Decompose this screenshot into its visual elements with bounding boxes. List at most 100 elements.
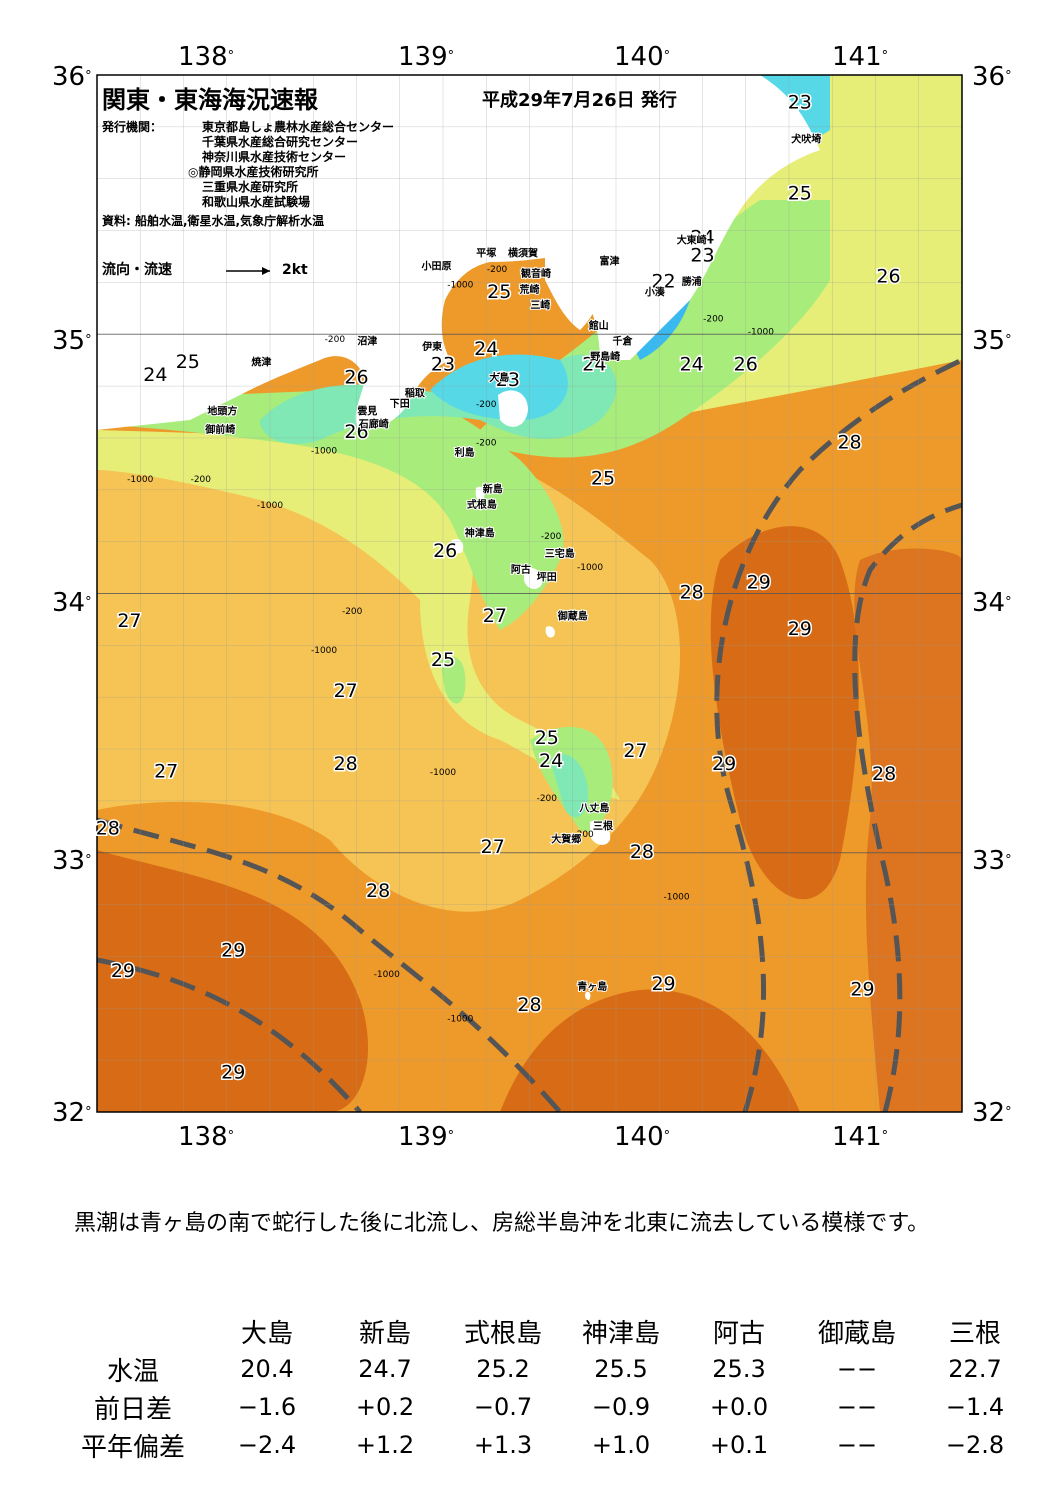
depth-label: -200 <box>342 607 363 617</box>
lat-label-left-35: 35° <box>52 326 92 356</box>
place-label: 横須賀 <box>508 246 538 259</box>
lat-label-right-35: 35° <box>972 326 1012 356</box>
place-label: 利島 <box>455 446 475 459</box>
row-label: 前日差 <box>93 1394 172 1425</box>
isotherm-label: 24 <box>582 354 606 376</box>
land-miyakejima <box>524 567 543 589</box>
land-honshu <box>97 75 820 430</box>
sst-map: 23 25 24 23 22 26 25 24 23 23 24 24 26 25 24 26 26 28 25 26… <box>52 42 1012 1152</box>
place-label: 小湊 <box>644 285 666 298</box>
isotherm-label: 26 <box>876 265 900 287</box>
isotherm-label: 24 <box>143 364 167 386</box>
table-cell: +0.1 <box>709 1431 769 1459</box>
land-hachijojima <box>590 820 611 845</box>
place-label: 地頭方 <box>207 405 237 418</box>
place-label: 御前崎 <box>204 423 235 436</box>
depth-label: -200 <box>541 532 562 542</box>
issuer-4: 三重県水産研究所 <box>202 180 299 194</box>
isotherm-label: 25 <box>591 468 615 490</box>
depth-label: -200 <box>703 314 724 324</box>
kuroshio-axis-offshore <box>852 502 962 1112</box>
table-cell: +1.0 <box>591 1431 651 1459</box>
station-kozushima: 神津島 <box>581 1318 660 1349</box>
place-label: 富津 <box>600 254 620 267</box>
place-label: 勝浦 <box>682 275 702 288</box>
isotherm-label: 27 <box>117 610 141 632</box>
isotherm-label: 29 <box>747 571 771 593</box>
place-label: 青ヶ島 <box>577 980 607 993</box>
isotherm-label: 23 <box>496 369 520 391</box>
table-cell: 25.3 <box>712 1355 766 1383</box>
isotherm-label: 29 <box>850 978 874 1000</box>
lat-label-right-33: 33° <box>972 846 1012 876</box>
warm-zone-ne <box>854 548 962 1112</box>
place-label: 焼津 <box>251 355 271 368</box>
table-cell: +0.0 <box>709 1393 769 1421</box>
data-sources: 資料: 船舶水温,衛星水温,気象庁解析水温 <box>102 214 325 228</box>
lat-label-right-36: 36° <box>972 62 1012 92</box>
depth-label: -1000 <box>127 475 153 485</box>
isotherm-label: 25 <box>176 351 200 373</box>
isotherm-label: 25 <box>788 182 812 204</box>
place-label: 小田原 <box>421 259 452 272</box>
isotherm-label: 27 <box>154 761 178 783</box>
isotherm-label: 26 <box>344 367 368 389</box>
depth-label: -200 <box>476 439 497 449</box>
place-label: 観音崎 <box>521 267 551 280</box>
lon-label-top-138: 138° <box>178 42 235 72</box>
isotherm-label: 29 <box>221 1061 245 1083</box>
depth-label: -200 <box>191 475 212 485</box>
place-label: 阿古 <box>511 563 531 576</box>
issuer-1: 千葉県水産総合研究センター <box>202 135 359 149</box>
table-cell: −− <box>836 1355 878 1383</box>
issue-date: 平成29年7月26日 発行 <box>482 90 677 111</box>
situation-comment: 黒潮は青ヶ島の南で蛇行した後に北流し、房総半島沖を北東に流去している模様です。 <box>74 1211 930 1236</box>
table-cell: +1.2 <box>355 1431 415 1459</box>
isotherm-label: 24 <box>680 354 704 376</box>
depth-label: -1000 <box>257 501 283 511</box>
isotherm-label: 25 <box>431 649 455 671</box>
land-aogashima <box>585 991 591 1000</box>
warm-zone-s <box>500 989 800 1112</box>
arrow-head-icon <box>262 267 270 275</box>
place-label: 荒崎 <box>519 283 540 296</box>
isotherm-label: 29 <box>221 939 245 961</box>
table-header-row: 大島 新島 式根島 神津島 阿古 御蔵島 三根 <box>58 1312 1034 1350</box>
isotherm-label: 27 <box>623 740 647 762</box>
table-row: 前日差 −1.6 +0.2 −0.7 −0.9 +0.0 −− −1.4 <box>58 1388 1034 1426</box>
lon-label-bottom-140: 140° <box>614 1122 671 1152</box>
table-cell: −2.4 <box>237 1431 297 1459</box>
isotherm-label: 28 <box>680 582 704 604</box>
table-row: 平年偏差 −2.4 +1.2 +1.3 +1.0 +0.1 −− −2.8 <box>58 1426 1034 1464</box>
isotherm-label: 29 <box>712 753 736 775</box>
warm-zone-sw <box>97 850 369 1112</box>
isotherm-label: 27 <box>483 605 507 627</box>
place-label: 大島 <box>489 371 509 384</box>
depth-label: -1000 <box>748 327 774 337</box>
warm-zone-e <box>710 526 859 900</box>
depth-label: -200 <box>325 335 346 345</box>
table-cell: +1.3 <box>473 1431 533 1459</box>
table-cell: −− <box>836 1393 878 1421</box>
isotherm-label: 28 <box>517 994 541 1016</box>
table-row: 水温 20.4 24.7 25.2 25.5 25.3 −− 22.7 <box>58 1350 1034 1388</box>
lon-label-top-141: 141° <box>832 42 889 72</box>
issuers-label: 発行機関： <box>102 120 163 134</box>
depth-label: -1000 <box>577 563 603 573</box>
isotherm-label: 24 <box>690 227 714 249</box>
isotherm-label: 26 <box>344 421 368 443</box>
station-ako: 阿古 <box>712 1318 765 1349</box>
isotherm-label: 22 <box>651 271 675 293</box>
kuroshio-axis-west <box>97 817 562 1112</box>
isotherm-label: 28 <box>837 431 861 453</box>
issuer-0: 東京都島しょ農林水産総合センター <box>202 120 395 134</box>
place-label: 石廊崎 <box>358 418 389 431</box>
lon-label-top-140: 140° <box>614 42 671 72</box>
isotherm-label: 28 <box>630 841 654 863</box>
current-legend-label: 流向・流速 <box>102 262 172 278</box>
depth-label: -200 <box>476 400 497 410</box>
station-mitsune: 三根 <box>948 1318 1001 1349</box>
island-temperature-table: 大島 新島 式根島 神津島 阿古 御蔵島 三根 水温 20.4 24.7 25.… <box>58 1312 1034 1464</box>
lon-label-top-139: 139° <box>398 42 455 72</box>
